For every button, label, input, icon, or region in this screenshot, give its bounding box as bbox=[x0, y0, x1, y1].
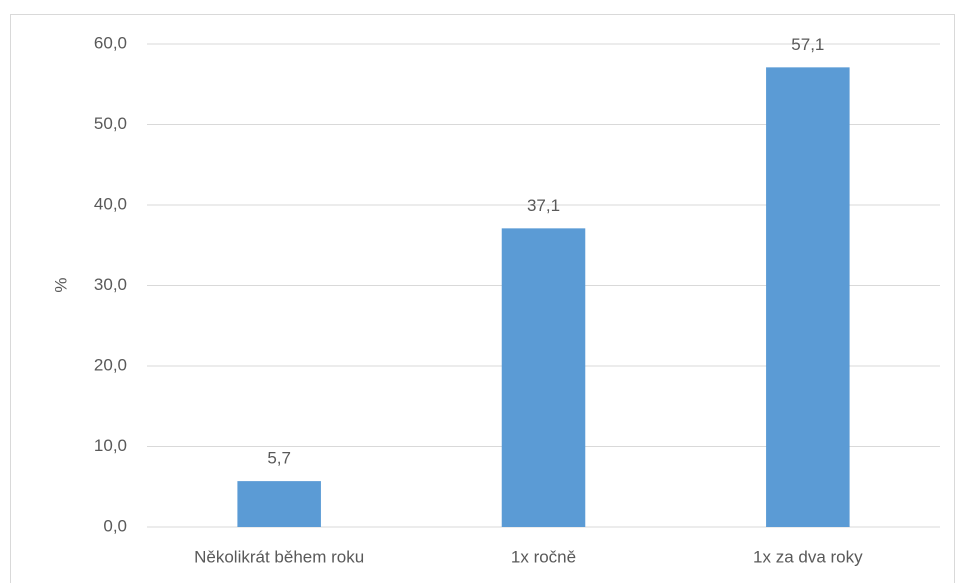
y-tick-label: 40,0 bbox=[94, 194, 127, 213]
x-tick-label: 1x za dva roky bbox=[753, 547, 863, 566]
y-tick-label: 60,0 bbox=[94, 33, 127, 52]
y-tick-label: 20,0 bbox=[94, 355, 127, 374]
x-tick-label: Několikrát během roku bbox=[194, 547, 364, 566]
bar bbox=[501, 228, 586, 527]
y-tick-label: 0,0 bbox=[103, 516, 127, 535]
data-label: 37,1 bbox=[527, 196, 560, 215]
x-tick-label: 1x ročně bbox=[511, 547, 576, 566]
bar bbox=[237, 481, 321, 527]
y-tick-label: 30,0 bbox=[94, 275, 127, 294]
data-label: 5,7 bbox=[267, 449, 291, 468]
y-tick-label: 50,0 bbox=[94, 114, 127, 133]
y-axis-label: % bbox=[51, 277, 70, 292]
y-tick-label: 10,0 bbox=[94, 436, 127, 455]
data-label: 57,1 bbox=[791, 35, 824, 54]
bar bbox=[766, 67, 850, 527]
